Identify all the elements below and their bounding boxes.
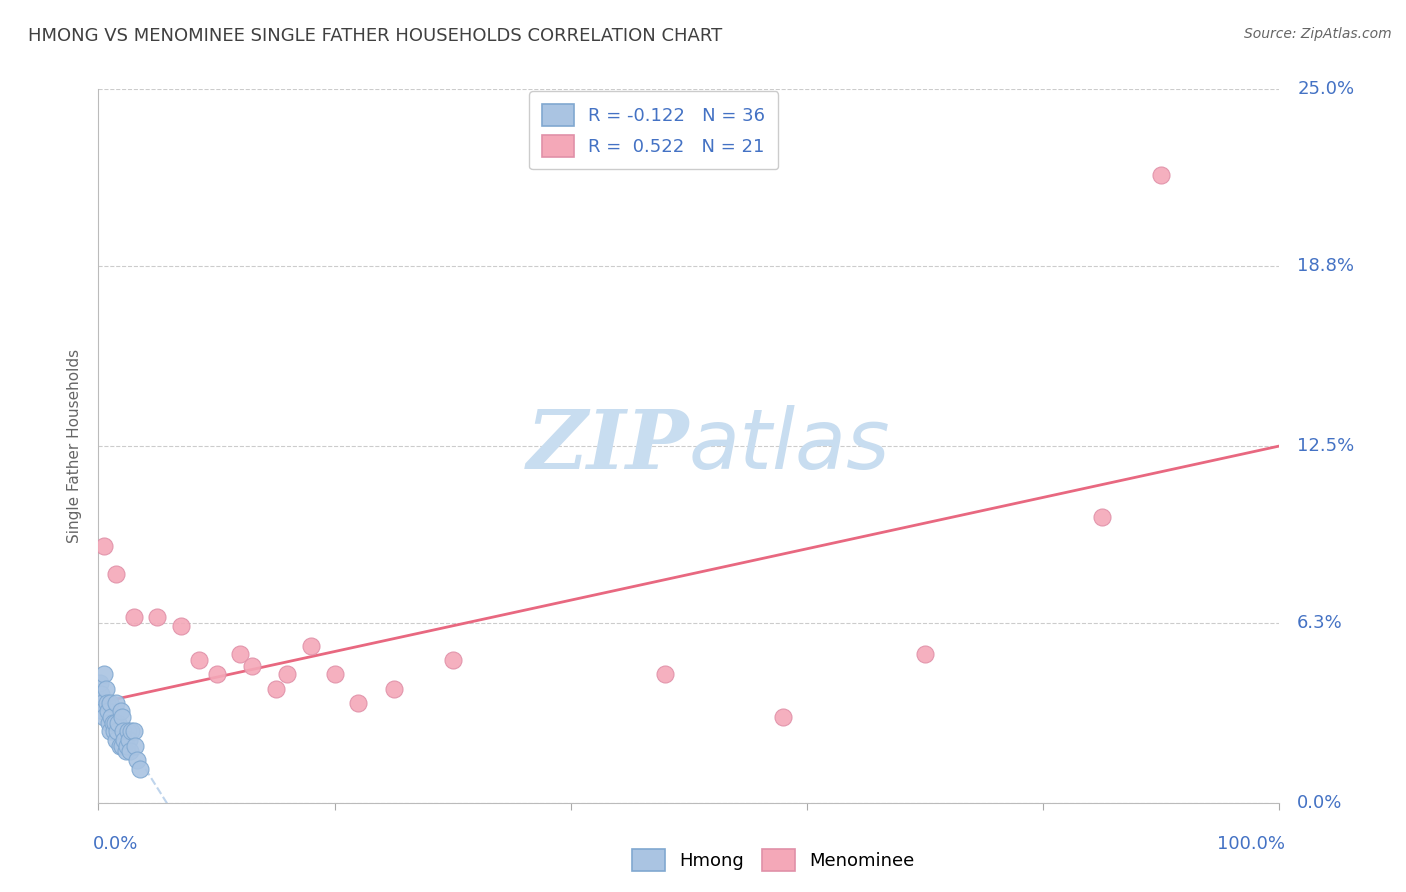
Point (205, 667, 228, 681)
Text: HMONG VS MENOMINEE SINGLE FATHER HOUSEHOLDS CORRELATION CHART: HMONG VS MENOMINEE SINGLE FATHER HOUSEHO… (28, 27, 723, 45)
Point (96, 696, 118, 710)
Point (115, 739, 138, 753)
Point (93, 710, 115, 724)
Point (107, 715, 129, 730)
Point (276, 667, 298, 681)
Point (98, 724, 121, 739)
Point (101, 715, 124, 730)
Point (382, 681, 405, 696)
Point (112, 733, 135, 747)
Point (122, 610, 145, 624)
Text: 6.3%: 6.3% (1298, 614, 1343, 632)
Text: 0.0%: 0.0% (93, 835, 138, 853)
Text: 100.0%: 100.0% (1218, 835, 1285, 853)
Point (114, 744, 136, 758)
Y-axis label: Single Father Households: Single Father Households (67, 349, 83, 543)
Point (240, 658, 263, 673)
Point (91, 705, 114, 719)
Point (110, 705, 132, 719)
Point (1091, 510, 1114, 524)
Point (105, 696, 128, 710)
Point (914, 648, 936, 662)
Point (89, 676, 111, 690)
Text: Source: ZipAtlas.com: Source: ZipAtlas.com (1244, 27, 1392, 41)
Point (94, 681, 117, 696)
Point (97, 705, 120, 719)
Point (323, 667, 346, 681)
Point (229, 648, 252, 662)
Point (93, 539, 115, 553)
Point (98, 696, 121, 710)
Point (93, 667, 115, 681)
Point (112, 724, 135, 739)
Point (299, 639, 322, 653)
Point (124, 739, 146, 753)
Point (120, 744, 142, 758)
Point (347, 696, 370, 710)
Text: 0.0%: 0.0% (1298, 794, 1343, 812)
Point (90, 687, 112, 701)
Point (654, 667, 676, 681)
Point (264, 681, 287, 696)
Point (121, 724, 143, 739)
Legend: Hmong, Menominee: Hmong, Menominee (626, 842, 921, 879)
Point (105, 567, 128, 582)
Point (103, 724, 125, 739)
Point (122, 724, 145, 739)
Point (100, 710, 122, 724)
Point (111, 710, 134, 724)
Point (91, 696, 114, 710)
Point (118, 733, 141, 747)
Point (772, 710, 794, 724)
Point (127, 753, 149, 767)
Point (105, 733, 128, 747)
Legend: R = -0.122   N = 36, R =  0.522   N = 21: R = -0.122 N = 36, R = 0.522 N = 21 (529, 91, 778, 169)
Point (1150, 168, 1173, 182)
Text: 25.0%: 25.0% (1298, 80, 1354, 98)
Point (441, 653, 464, 667)
Text: ZIP: ZIP (526, 406, 689, 486)
Point (111, 739, 134, 753)
Point (187, 653, 209, 667)
Text: 18.8%: 18.8% (1298, 257, 1354, 275)
Point (105, 724, 128, 739)
Point (117, 724, 139, 739)
Text: atlas: atlas (689, 406, 890, 486)
Point (170, 619, 193, 633)
Point (128, 762, 150, 776)
Point (98, 715, 121, 730)
Point (146, 610, 169, 624)
Point (108, 739, 131, 753)
Point (104, 715, 127, 730)
Text: 12.5%: 12.5% (1298, 437, 1354, 455)
